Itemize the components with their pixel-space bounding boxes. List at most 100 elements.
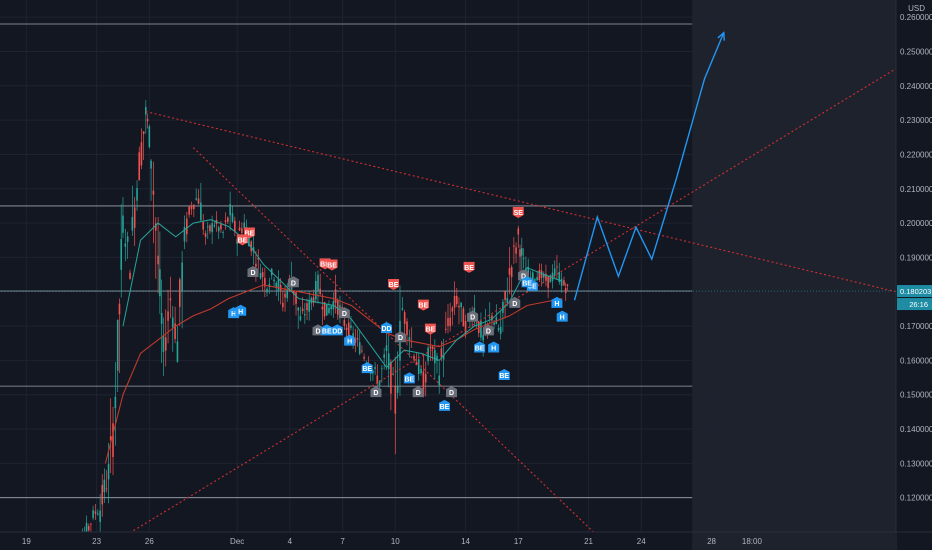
signal-badge bbox=[556, 310, 568, 322]
signal-badge bbox=[446, 386, 458, 398]
candle-body bbox=[540, 270, 543, 278]
trendlines[interactable] bbox=[114, 68, 896, 550]
candle-body bbox=[403, 312, 406, 324]
signal-marker[interactable]: D bbox=[287, 276, 299, 288]
signal-marker[interactable]: BE bbox=[403, 372, 415, 384]
candle-body bbox=[449, 317, 451, 327]
candle-body bbox=[297, 307, 300, 311]
candle-body bbox=[264, 277, 266, 287]
signal-marker[interactable]: BE bbox=[326, 259, 338, 271]
candle-body bbox=[390, 361, 392, 394]
candle-body bbox=[209, 225, 211, 232]
signal-marker[interactable]: D bbox=[370, 386, 382, 398]
signal-badge bbox=[312, 324, 324, 336]
candle-body bbox=[417, 359, 420, 375]
candle-body bbox=[94, 511, 97, 514]
time-tick-label: Dec bbox=[230, 537, 244, 546]
candle-body bbox=[150, 160, 152, 169]
signal-badge bbox=[417, 299, 429, 311]
signal-marker[interactable]: BE bbox=[521, 276, 533, 288]
signal-marker[interactable]: BE bbox=[474, 341, 486, 353]
candle-body bbox=[460, 302, 462, 308]
trendline[interactable] bbox=[192, 147, 615, 550]
signal-badge bbox=[247, 266, 259, 277]
candle-body bbox=[90, 523, 92, 525]
candle-body bbox=[422, 371, 425, 396]
candle-body bbox=[336, 300, 339, 315]
signal-marker[interactable]: H bbox=[556, 310, 568, 322]
candle-body bbox=[176, 341, 179, 362]
projection-path[interactable] bbox=[573, 32, 725, 301]
price-tick-label: 0.130000 bbox=[900, 459, 932, 468]
signal-marker[interactable]: DD bbox=[381, 321, 393, 333]
candle-body bbox=[284, 293, 286, 298]
signal-badge bbox=[395, 331, 407, 343]
signal-marker[interactable]: D bbox=[338, 307, 350, 319]
candle-body bbox=[243, 222, 246, 228]
signal-marker[interactable]: BE bbox=[463, 261, 475, 273]
candle-body bbox=[451, 307, 454, 312]
candle-body bbox=[116, 319, 119, 371]
candle-body bbox=[146, 119, 149, 122]
signal-marker[interactable]: H bbox=[344, 334, 356, 346]
time-axis[interactable]: 19 23 26 Dec 4 7 10 14 17 21 24 28 18:00 bbox=[0, 531, 932, 550]
candle-body bbox=[204, 233, 207, 237]
candle-body bbox=[317, 274, 319, 291]
signal-marker[interactable]: D bbox=[467, 310, 479, 322]
candle-body bbox=[277, 278, 280, 292]
candle-body bbox=[553, 268, 556, 276]
price-tick-label: 0.220000 bbox=[900, 150, 932, 159]
signal-badge bbox=[403, 372, 415, 384]
signal-marker[interactable]: BE bbox=[236, 234, 248, 246]
signal-badge bbox=[498, 368, 510, 380]
signal-label: BE bbox=[440, 404, 450, 411]
signal-badge bbox=[551, 296, 563, 308]
signal-marker[interactable]: H bbox=[551, 296, 563, 308]
signal-marker[interactable]: DD bbox=[331, 324, 343, 336]
trendline[interactable] bbox=[114, 68, 896, 543]
candle-body bbox=[497, 327, 500, 331]
signal-marker[interactable]: D bbox=[412, 386, 424, 398]
signal-marker[interactable]: H bbox=[488, 341, 500, 353]
signal-label: BE bbox=[499, 373, 509, 380]
signal-badge bbox=[235, 304, 247, 316]
time-tick-label: 10 bbox=[391, 537, 400, 546]
signal-marker[interactable]: BE bbox=[417, 299, 429, 311]
signal-marker[interactable]: BE bbox=[438, 399, 450, 411]
signal-label: DD bbox=[381, 326, 391, 333]
candle-body bbox=[114, 396, 117, 409]
signal-badge bbox=[331, 324, 343, 336]
candle-body bbox=[538, 269, 541, 281]
candle-body bbox=[372, 370, 374, 374]
candle-body bbox=[420, 368, 422, 374]
candle-body bbox=[275, 283, 278, 289]
candle-body bbox=[131, 216, 134, 231]
signal-marker[interactable]: BE bbox=[424, 323, 436, 335]
signal-marker[interactable]: BE bbox=[361, 362, 373, 374]
candle-body bbox=[392, 373, 394, 375]
price-tick-label: 0.120000 bbox=[900, 494, 932, 503]
signal-label: DD bbox=[332, 328, 342, 335]
signal-marker[interactable]: D bbox=[509, 296, 521, 308]
signal-marker[interactable]: H bbox=[235, 304, 247, 316]
signal-marker[interactable]: D bbox=[247, 266, 259, 277]
signal-marker[interactable]: BE bbox=[321, 324, 333, 336]
candle-body bbox=[101, 484, 104, 505]
candle-body bbox=[401, 308, 404, 310]
signal-marker[interactable]: SE bbox=[512, 206, 524, 218]
signal-marker[interactable]: D bbox=[446, 386, 458, 398]
signal-marker[interactable]: D bbox=[482, 324, 494, 336]
signal-label: D bbox=[521, 273, 526, 280]
signal-marker[interactable]: BE bbox=[388, 279, 400, 291]
signal-label: H bbox=[560, 315, 565, 322]
signal-marker[interactable]: BE bbox=[498, 368, 510, 380]
time-tick-label: 28 bbox=[707, 537, 716, 546]
signal-marker[interactable]: D bbox=[395, 331, 407, 343]
signal-marker[interactable]: D bbox=[312, 324, 324, 336]
candle-body bbox=[286, 290, 289, 299]
